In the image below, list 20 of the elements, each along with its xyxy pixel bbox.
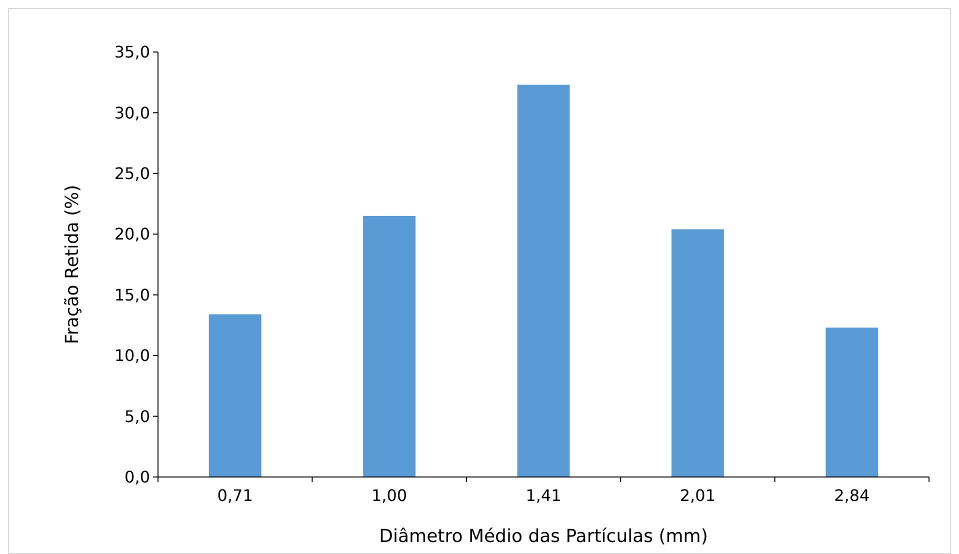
- x-tick-label: 2,01: [680, 486, 716, 505]
- x-axis-title: Diâmetro Médio das Partículas (mm): [379, 526, 708, 547]
- y-tick-label: 15,0: [114, 285, 150, 304]
- bar: [517, 84, 570, 477]
- x-tick-label: 1,41: [526, 486, 562, 505]
- bar: [671, 229, 724, 477]
- y-tick-label: 5,0: [124, 406, 150, 426]
- x-tick-label: 1,00: [371, 486, 408, 505]
- y-tick-label: 10,0: [114, 346, 150, 366]
- y-tick-label: 30,0: [114, 103, 150, 122]
- y-tick-label: 20,0: [114, 224, 150, 244]
- y-tick-label: 0,0: [124, 468, 150, 487]
- x-tick-label: 0,71: [217, 486, 253, 505]
- bar: [826, 328, 878, 477]
- y-tick-label: 35,0: [114, 42, 150, 62]
- bar: [363, 216, 416, 477]
- y-axis-title: Fração Retida (%): [62, 184, 83, 344]
- bar: [208, 314, 262, 477]
- y-tick-label: 25,0: [114, 164, 150, 184]
- x-tick-label: 2,84: [834, 486, 870, 505]
